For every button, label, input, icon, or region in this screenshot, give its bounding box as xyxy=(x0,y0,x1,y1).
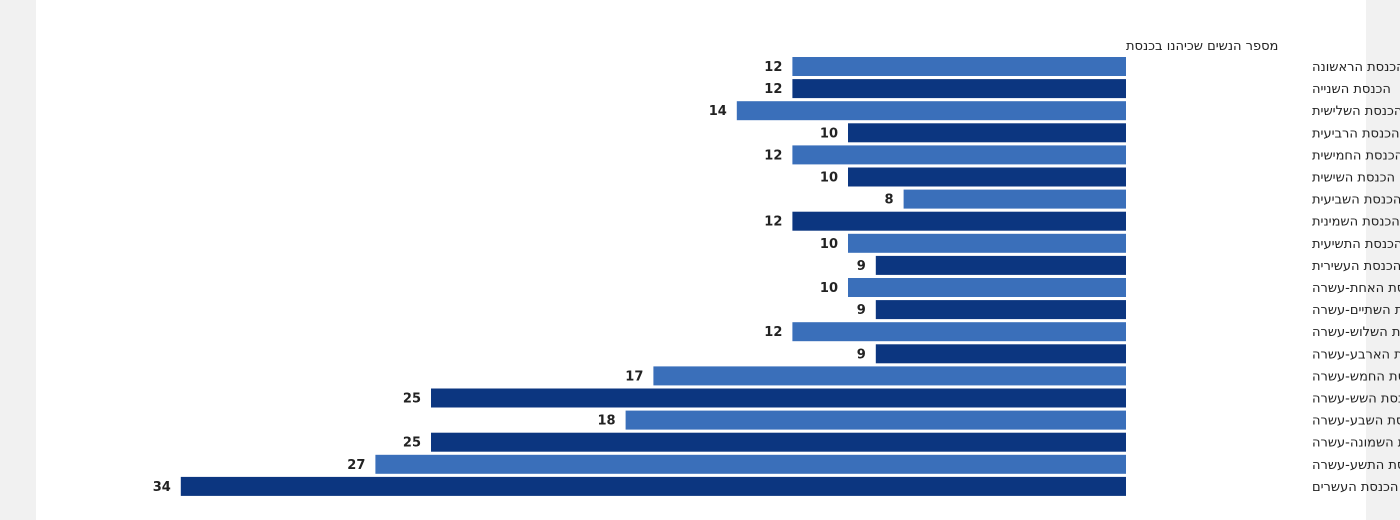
bar xyxy=(625,410,1126,430)
bar xyxy=(792,211,1126,231)
category-label: הכנסת הרביעית xyxy=(1312,126,1400,141)
bars-group xyxy=(180,57,1127,496)
bar-value-label: 12 xyxy=(764,82,782,97)
bar-value-label: 12 xyxy=(764,148,782,163)
category-label: הכנסת הראשונה xyxy=(1312,60,1400,75)
category-label: הכנסת השתיים-עשרה xyxy=(1312,303,1400,318)
category-label: הכנסת החמש-עשרה xyxy=(1312,369,1400,384)
bar-value-label: 18 xyxy=(598,414,616,429)
category-label: הכנסת השנייה xyxy=(1312,82,1391,97)
bar-value-label: 27 xyxy=(347,458,365,473)
bar xyxy=(792,145,1126,165)
bar xyxy=(848,233,1126,253)
bar xyxy=(792,79,1126,99)
bar-value-label: 12 xyxy=(764,60,782,75)
bar-value-label: 8 xyxy=(885,193,894,208)
bar xyxy=(736,101,1126,121)
bar xyxy=(431,388,1126,408)
bar xyxy=(875,300,1126,320)
category-label: הכנסת השש-עשרה xyxy=(1312,392,1400,407)
bar xyxy=(180,476,1127,496)
category-label: הכנסת החמישית xyxy=(1312,148,1400,163)
bar-value-label: 9 xyxy=(857,347,866,362)
bar-value-label: 9 xyxy=(857,259,866,274)
category-label: הכנסת השמינית xyxy=(1312,215,1400,230)
bar xyxy=(875,344,1126,364)
bar xyxy=(431,432,1126,452)
bar xyxy=(792,57,1126,76)
category-label: הכנסת הארבע-עשרה xyxy=(1312,347,1400,362)
bar xyxy=(875,255,1126,275)
bar xyxy=(848,278,1126,297)
category-label: הכנסת השביעית xyxy=(1312,193,1400,208)
bar xyxy=(375,454,1126,474)
bar-value-label: 9 xyxy=(857,303,866,318)
bar-value-label: 10 xyxy=(820,171,838,186)
category-label: הכנסת האחת-עשרה xyxy=(1312,281,1400,296)
bar-value-label: 25 xyxy=(403,436,421,451)
category-label: הכנסת התשיעית xyxy=(1312,237,1400,252)
chart-title: מספר הנשים שכיהנו בכנסת xyxy=(1126,39,1278,54)
bar xyxy=(792,322,1126,342)
category-label: הכנסת השלוש-עשרה xyxy=(1312,325,1400,340)
category-label: הכנסת השבע-עשרה xyxy=(1312,414,1400,429)
category-label: הכנסת התשע-עשרה xyxy=(1312,458,1400,473)
bar xyxy=(848,167,1126,187)
bar-value-label: 34 xyxy=(153,480,171,495)
bar xyxy=(653,366,1126,386)
value-labels-group: 12 12 14 10 12 10 8 12 10 9 10 9 12 9 17 25 18 25 27 34 xyxy=(153,60,894,495)
category-label: הכנסת השלישית xyxy=(1312,104,1400,119)
category-label: הכנסת השישית xyxy=(1312,171,1395,186)
bar xyxy=(903,189,1126,209)
bar-value-label: 10 xyxy=(820,126,838,141)
category-label: הכנסת השמונה-עשרה xyxy=(1312,436,1400,451)
category-label: הכנסת העשרים xyxy=(1312,480,1398,495)
category-label: הכנסת העשירית xyxy=(1312,259,1400,274)
bar xyxy=(848,123,1126,143)
bar-value-label: 14 xyxy=(709,104,727,119)
bar-value-label: 25 xyxy=(403,392,421,407)
bar-value-label: 10 xyxy=(820,281,838,296)
bar-value-label: 17 xyxy=(625,369,643,384)
bar-value-label: 12 xyxy=(764,215,782,230)
bar-value-label: 12 xyxy=(764,325,782,340)
category-labels-group: הכנסת הראשונה הכנסת השנייה הכנסת השלישית הכ… xyxy=(1312,60,1400,495)
bar-value-label: 10 xyxy=(820,237,838,252)
